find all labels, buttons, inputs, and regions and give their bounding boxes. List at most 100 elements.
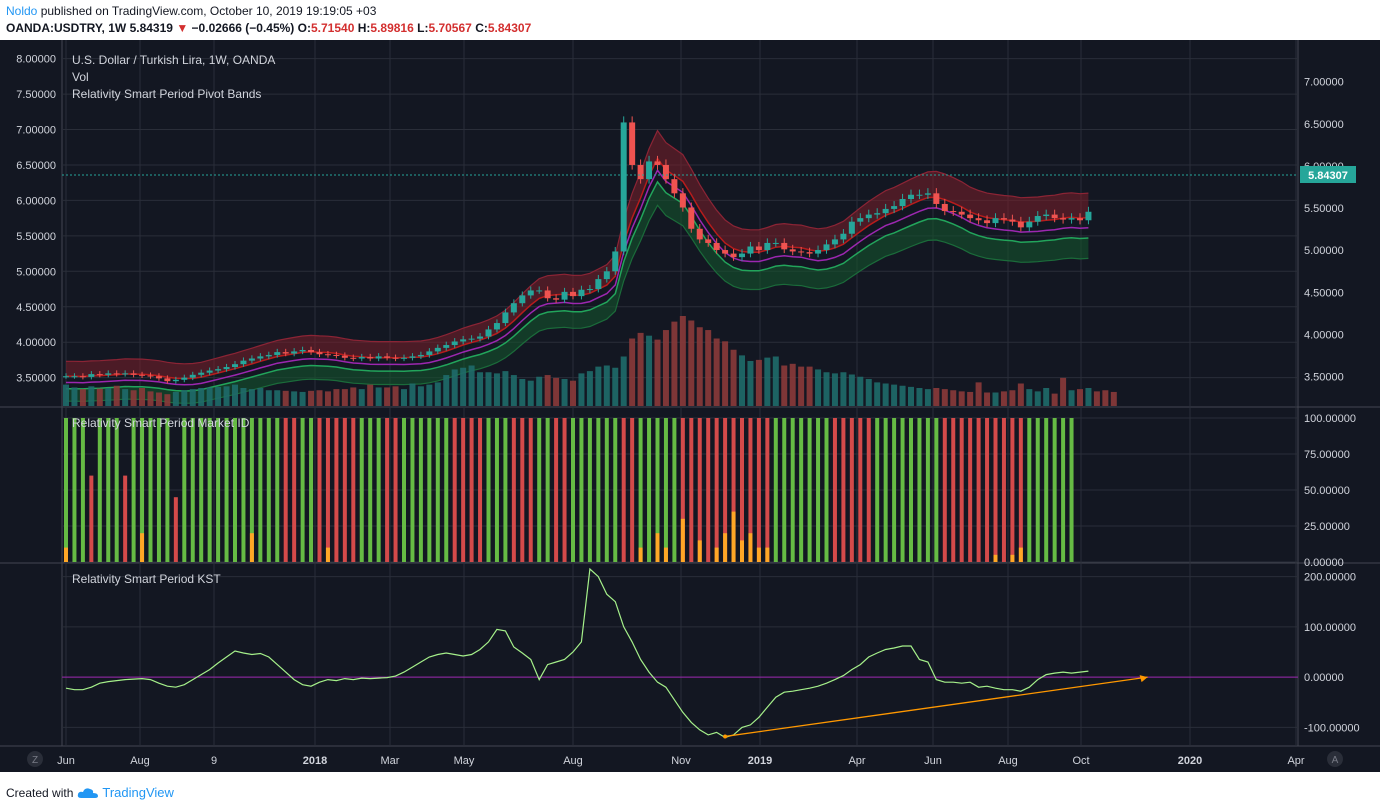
last-price-bg (1300, 166, 1356, 183)
volume-bar (71, 387, 78, 406)
right-tick-label: 4.50000 (1304, 287, 1344, 299)
candle-body (426, 351, 433, 355)
candle-body (688, 207, 695, 229)
candle-body (899, 198, 906, 207)
market-orange-bar (731, 511, 736, 562)
symbol-label: OANDA:USDTRY, 1W (6, 21, 127, 35)
market-bar (140, 418, 145, 562)
volume-bar (967, 391, 974, 406)
candle-body (291, 351, 298, 354)
candle-body (451, 341, 458, 346)
left-tick-label: 4.00000 (16, 337, 56, 349)
market-bar (934, 418, 939, 562)
market-bar (976, 418, 981, 562)
volume-bar (586, 371, 593, 406)
candle-body (857, 218, 864, 222)
volume-bar (755, 359, 762, 406)
market-bar (1010, 418, 1015, 562)
market-bar (672, 418, 677, 562)
volume-bar (417, 386, 424, 406)
candle-body (536, 290, 543, 292)
market-bar (511, 418, 516, 562)
candle-body (468, 338, 475, 340)
market-bar (106, 418, 111, 562)
volume-bar (172, 391, 179, 406)
volume-bar (274, 390, 281, 406)
market-bar (486, 418, 491, 562)
market-bar (258, 418, 263, 562)
market-bar (80, 418, 85, 562)
candle-body (967, 214, 974, 219)
market-bar (233, 418, 237, 562)
market-bar (545, 418, 550, 562)
candle-body (434, 347, 441, 352)
volume-bar (502, 371, 509, 406)
market-orange-bar (723, 533, 728, 562)
x-tick-label: Nov (671, 755, 691, 767)
candle-body (840, 233, 847, 240)
volume-bar (578, 373, 585, 406)
candle-body (1060, 218, 1067, 220)
candle-body (705, 239, 712, 243)
trend-arrow-line (725, 676, 1148, 738)
volume-bar (147, 391, 154, 406)
footer: Created with TradingView (6, 785, 174, 800)
candle-body (88, 374, 95, 377)
candle-body (206, 370, 213, 373)
green-band-line (66, 180, 1089, 392)
volume-bar (924, 389, 931, 406)
volume-bar (662, 330, 669, 406)
candle-body (578, 289, 585, 297)
candle-body (629, 122, 636, 165)
market-bar (402, 418, 406, 562)
auto-scale-button[interactable] (1327, 751, 1343, 767)
author-link[interactable]: Noldo (6, 4, 38, 18)
candle-body (164, 378, 171, 382)
market-bar (866, 418, 871, 562)
market-orange-bar (697, 540, 702, 562)
volume-bar (215, 386, 222, 406)
volume-bar (316, 390, 323, 406)
candle-body (510, 303, 517, 313)
market-bar (571, 418, 575, 562)
market-orange-bar (680, 518, 685, 562)
market-bar (765, 418, 770, 562)
market-id-bars (64, 418, 1074, 562)
timezone-button[interactable] (27, 751, 43, 767)
chart-area[interactable]: 8.00000 7.50000 7.00000 6.50000 6.00000 5.500… (0, 40, 1380, 772)
volume-bar (308, 390, 315, 406)
volume-bar (654, 339, 661, 406)
volume-bar (63, 384, 69, 406)
volume-bar (865, 379, 872, 406)
candle-body (113, 373, 120, 375)
market-bar (494, 418, 499, 562)
market-bar (283, 418, 288, 562)
pane-labels: U.S. Dollar / Turkish Lira, 1W, OANDA Vo… (72, 53, 275, 586)
volume-bar (908, 386, 914, 406)
volume-bar (705, 330, 712, 406)
candle-body (172, 379, 179, 382)
candle-body (984, 220, 991, 224)
tradingview-logo[interactable]: TradingView (77, 785, 174, 800)
timezone-icon: Z (32, 755, 38, 766)
top-band-line (66, 129, 1089, 365)
candle-body (941, 203, 948, 212)
candle-body (96, 374, 103, 376)
volume-bar (493, 373, 500, 406)
last-price: 5.84319 (129, 21, 173, 35)
candle-body (1034, 216, 1041, 222)
market-bar (740, 418, 744, 562)
volume-bar (282, 390, 289, 406)
volume-bar (570, 380, 576, 406)
candle-body (924, 193, 931, 195)
candle-body (570, 291, 576, 297)
candle-body (384, 356, 391, 358)
volume-bar (130, 390, 137, 406)
candle-body (747, 246, 754, 254)
volume-bar (992, 392, 999, 406)
red-band-line (66, 157, 1089, 380)
volume-bar (122, 389, 129, 406)
market-tick-label: 50.00000 (1304, 485, 1350, 497)
volume-bar (941, 389, 948, 406)
candle-body (553, 298, 560, 300)
